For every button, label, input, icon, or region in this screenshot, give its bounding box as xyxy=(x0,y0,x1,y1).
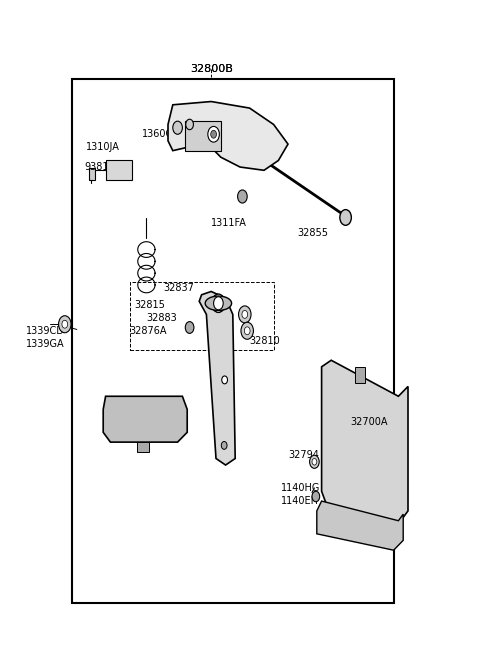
Text: 32825: 32825 xyxy=(106,401,137,411)
Ellipse shape xyxy=(205,296,231,310)
Text: 93810A: 93810A xyxy=(84,162,121,172)
Circle shape xyxy=(340,210,351,225)
Bar xyxy=(89,168,95,180)
Text: 1311FA: 1311FA xyxy=(211,217,247,228)
Text: 1339CD: 1339CD xyxy=(26,326,65,336)
Polygon shape xyxy=(199,291,235,465)
Circle shape xyxy=(214,297,223,310)
Circle shape xyxy=(221,441,227,449)
Circle shape xyxy=(185,322,194,333)
Text: 32800B: 32800B xyxy=(190,64,233,74)
Bar xyxy=(72,79,394,603)
Circle shape xyxy=(241,322,253,339)
Bar xyxy=(106,160,132,180)
Text: 1140HG: 1140HG xyxy=(281,483,320,493)
Text: 32794: 32794 xyxy=(288,450,319,460)
Bar xyxy=(185,121,221,151)
Polygon shape xyxy=(103,396,187,442)
Text: 1310JA: 1310JA xyxy=(86,142,120,153)
Circle shape xyxy=(238,190,247,203)
Circle shape xyxy=(222,376,228,384)
Circle shape xyxy=(312,491,320,502)
Text: 32883: 32883 xyxy=(146,312,177,323)
Circle shape xyxy=(212,294,225,312)
Circle shape xyxy=(312,458,317,465)
Polygon shape xyxy=(168,102,288,170)
Bar xyxy=(137,442,149,452)
Circle shape xyxy=(208,126,219,142)
Circle shape xyxy=(59,316,71,333)
Circle shape xyxy=(242,310,248,318)
Circle shape xyxy=(244,327,250,335)
Text: 32855: 32855 xyxy=(298,227,329,238)
Polygon shape xyxy=(322,360,408,524)
Circle shape xyxy=(310,455,319,468)
Text: 32700A: 32700A xyxy=(350,417,388,428)
Text: 1360GH: 1360GH xyxy=(142,129,181,140)
Circle shape xyxy=(211,130,216,138)
Text: 32810: 32810 xyxy=(250,335,280,346)
Polygon shape xyxy=(317,501,403,550)
Text: 32830B: 32830B xyxy=(218,122,256,133)
Text: 32876A: 32876A xyxy=(130,326,167,336)
Text: 1140EH: 1140EH xyxy=(281,496,319,506)
Text: 32800B: 32800B xyxy=(190,64,233,74)
Text: 32837: 32837 xyxy=(163,283,194,293)
Bar xyxy=(130,282,274,350)
Text: 32815: 32815 xyxy=(134,299,165,310)
Circle shape xyxy=(173,121,182,134)
Circle shape xyxy=(186,119,193,130)
Circle shape xyxy=(239,306,251,323)
Bar xyxy=(355,367,365,383)
Circle shape xyxy=(62,320,68,328)
Text: 1339GA: 1339GA xyxy=(26,339,65,349)
